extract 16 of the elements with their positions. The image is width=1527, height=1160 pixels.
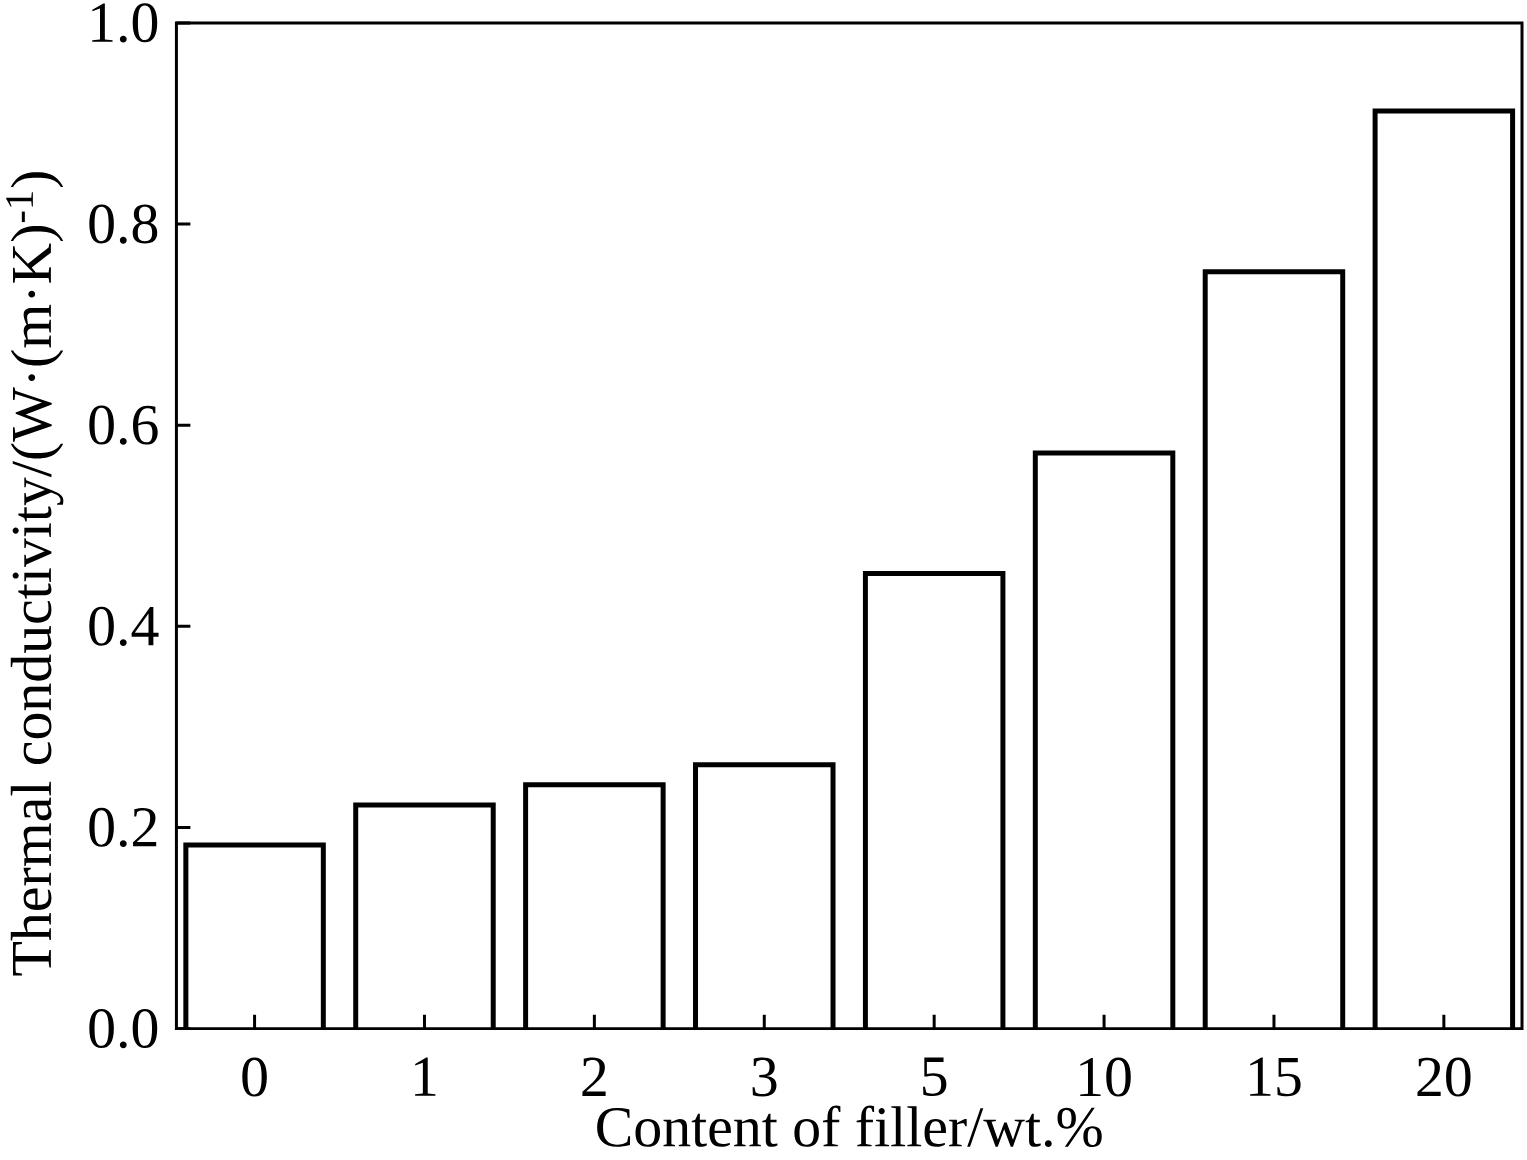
x-axis-title: Content of filler/wt.% — [597, 1105, 1102, 1148]
x-tick-label: 5 — [923, 1057, 947, 1096]
y-tick-label: 1.0 — [92, 3, 158, 43]
x-tick-label: 20 — [1417, 1057, 1471, 1097]
x-tick-label: 2 — [582, 1057, 606, 1096]
x-tick-label: 0 — [242, 1057, 267, 1097]
y-tick-label: 0.8 — [89, 204, 158, 244]
x-tick-label: 1 — [415, 1057, 436, 1096]
x-tick-label: 15 — [1250, 1057, 1301, 1097]
y-tick-label: 0.6 — [89, 405, 158, 445]
y-tick-label: 0.4 — [89, 606, 159, 646]
y-tick-label: 0.2 — [89, 807, 157, 848]
y-tick-label: 0.0 — [89, 1008, 158, 1049]
y-axis-title: Thermal conductivity/(W·(m·K)$^{-1}$) — [6, 172, 64, 976]
x-tick-label: 3 — [752, 1057, 777, 1097]
x-tick-label: 10 — [1080, 1057, 1131, 1097]
